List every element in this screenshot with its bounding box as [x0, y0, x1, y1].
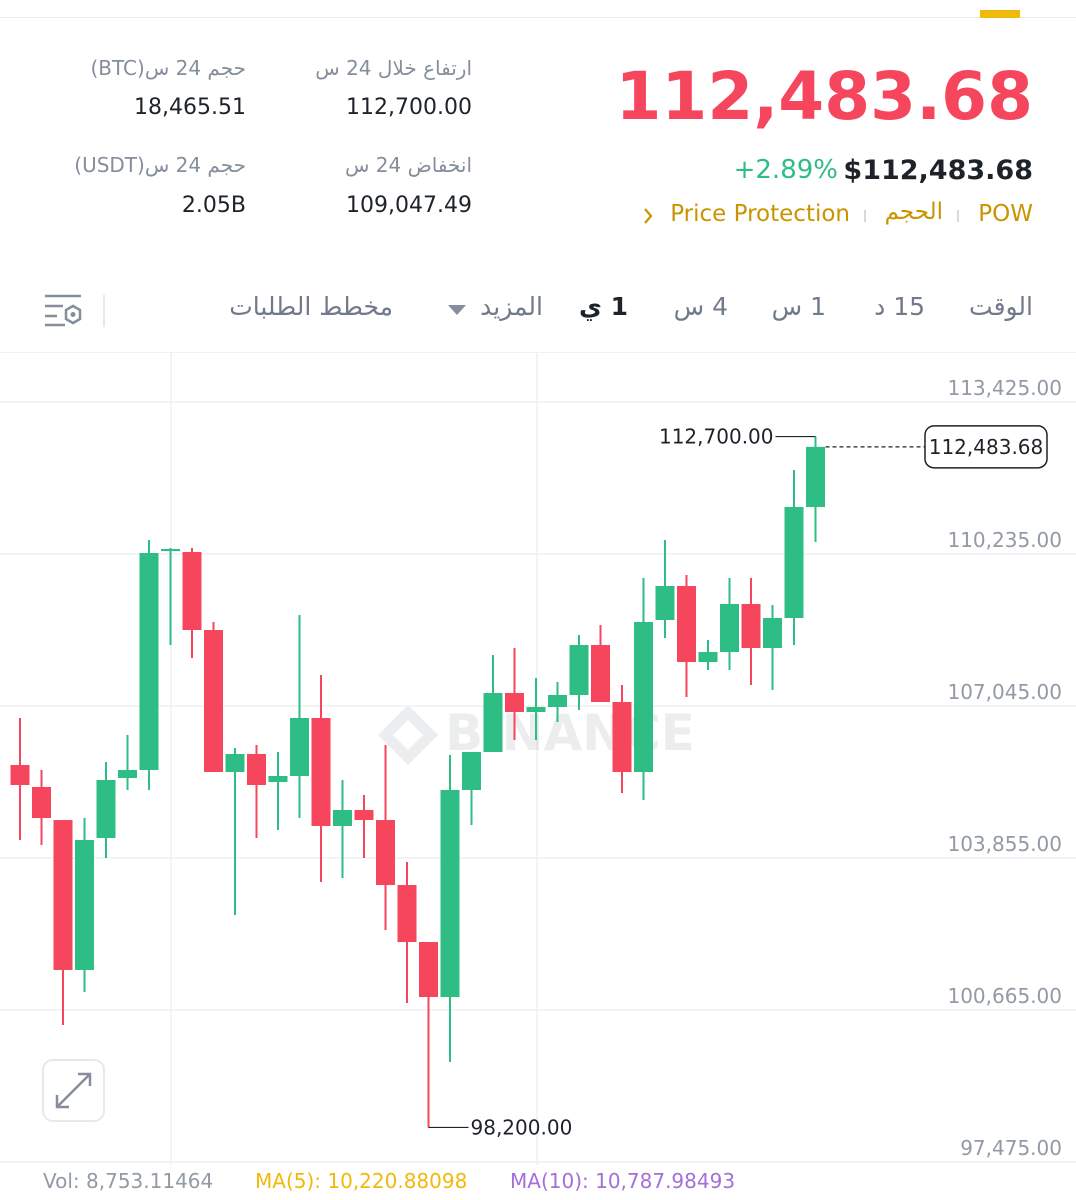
stat-value: 2.05B — [181, 193, 246, 218]
stat-label: ارتفاع خلال 24 س — [315, 56, 472, 80]
y-tick-label: 100,665.00 — [947, 984, 1062, 1008]
chevron-icon — [644, 208, 653, 224]
y-tick-label: 113,425.00 — [947, 376, 1062, 400]
expand-button[interactable] — [42, 1059, 105, 1122]
candle-body — [139, 552, 159, 770]
settings-icon[interactable] — [43, 292, 85, 330]
tab-separator — [103, 295, 105, 327]
stat-label: حجم 24 س(BTC) — [90, 56, 246, 80]
candle-body — [290, 718, 309, 776]
tag[interactable]: الحجم — [884, 199, 943, 225]
candle-body — [526, 707, 546, 713]
stat-value: 109,047.49 — [346, 193, 472, 218]
candle-body — [720, 603, 739, 653]
usd-price: $112,483.68 — [843, 155, 1033, 186]
candle-body — [204, 630, 223, 772]
candle-body — [376, 820, 395, 886]
last-price: 112,483.68 — [615, 58, 1033, 135]
candle-body — [784, 507, 804, 618]
candle-body — [75, 839, 94, 970]
candle-body — [397, 885, 417, 943]
candle-body — [419, 942, 438, 997]
depth-tab[interactable]: مخطط الطلبات — [229, 292, 393, 321]
more-tab[interactable]: المزيد — [480, 292, 543, 321]
dropdown-icon — [448, 305, 466, 315]
volume-label: Vol: 8,753.11464 — [43, 1169, 214, 1193]
candle-body — [655, 586, 675, 620]
stat-value: 112,700.00 — [346, 95, 472, 120]
top-divider — [0, 17, 1076, 18]
candle-body — [698, 652, 718, 663]
y-tick-label: 103,855.00 — [947, 832, 1062, 856]
ma5-label: MA(5): 10,220.88098 — [255, 1169, 468, 1193]
tag[interactable]: Price Protection — [670, 201, 850, 227]
ma10-label: MA(10): 10,787.98493 — [510, 1169, 736, 1193]
watermark-text: BINANCE — [445, 704, 695, 762]
price-change: +2.89% — [733, 155, 838, 185]
candle-body — [677, 586, 696, 663]
candle-body — [548, 694, 567, 708]
candle-body — [268, 775, 288, 782]
tag[interactable]: POW — [978, 201, 1033, 227]
candle-body — [612, 701, 632, 772]
candle-body — [462, 751, 481, 791]
candle-body — [161, 548, 180, 551]
candle-body — [182, 551, 202, 630]
candle-body — [118, 769, 137, 778]
last-price-box — [924, 425, 1048, 469]
chart-top-divider — [0, 352, 1076, 353]
candle-body — [634, 621, 653, 772]
interval-tab[interactable]: 1 س — [771, 292, 826, 321]
candle-body — [32, 787, 51, 819]
interval-tab[interactable]: 4 س — [673, 292, 728, 321]
stat-label: حجم 24 س(USDT) — [74, 153, 246, 177]
y-tick-label: 97,475.00 — [960, 1136, 1062, 1160]
candle-body — [354, 810, 374, 821]
candle-body — [311, 718, 331, 826]
y-tick-label: 107,045.00 — [947, 680, 1062, 704]
candle-body — [741, 603, 761, 649]
candle-body — [96, 779, 116, 838]
interval-tab[interactable]: الوقت — [969, 292, 1033, 321]
stat-label: انخفاض 24 س — [344, 153, 472, 177]
tag-separator — [864, 210, 866, 222]
candle-body — [53, 820, 73, 970]
candle-body — [440, 790, 460, 997]
last-price-label: 112,483.68 — [929, 435, 1044, 459]
interval-tab[interactable]: 15 د — [874, 292, 925, 321]
candle-body — [225, 753, 245, 772]
candle-body — [10, 764, 30, 786]
high-label: 112,700.00 — [659, 425, 774, 449]
candle-body — [505, 692, 524, 713]
low-label: 98,200.00 — [471, 1115, 573, 1139]
candle-body — [483, 692, 503, 752]
candle-body — [806, 446, 825, 508]
candle-body — [591, 645, 610, 702]
interval-tab-active[interactable]: 1 ي — [578, 292, 628, 321]
candle-body — [569, 645, 589, 695]
y-tick-label: 110,235.00 — [947, 528, 1062, 552]
tag-separator — [957, 210, 959, 222]
tab-indicator — [980, 10, 1020, 18]
candle-body — [763, 617, 782, 649]
candle-body — [247, 753, 266, 786]
stat-value: 18,465.51 — [134, 95, 246, 120]
candle-body — [333, 810, 352, 826]
